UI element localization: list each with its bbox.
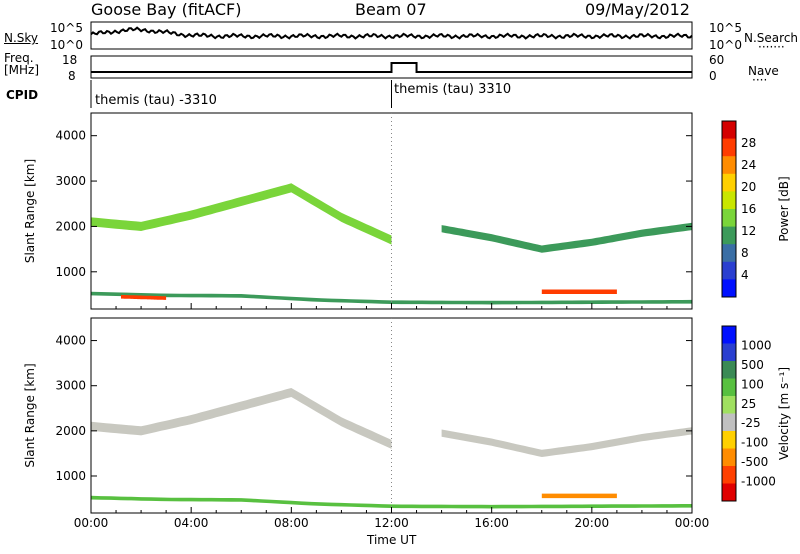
velocity-colorbar-frame: [721, 325, 737, 502]
date-label: 09/May/2012: [585, 0, 690, 19]
power-colorbar-label: 28: [741, 136, 756, 150]
power-colorbar-title: Power [dB]: [777, 176, 791, 241]
velocity-colorbar-label: 25: [741, 397, 756, 411]
power-ytick-label: 1000: [55, 265, 86, 279]
noise-left-tick-bottom: 10^0: [50, 38, 83, 52]
power-colorbar-swatch: [722, 173, 736, 192]
noise-trace: [90, 26, 693, 40]
power-frame: [90, 112, 693, 310]
freq-unit-label: [MHz]: [4, 63, 40, 77]
power-colorbar-label: 20: [741, 180, 756, 194]
velocity-colorbar-swatch: [722, 343, 736, 362]
power-colorbar-swatch: [722, 244, 736, 263]
power-colorbar-swatch: [722, 261, 736, 280]
station-title: Goose Bay (fitACF): [91, 0, 242, 19]
noise-right-tick-top: 10^5: [709, 21, 742, 35]
velocity-colorbar-swatch: [722, 466, 736, 484]
power-colorbar-swatch: [722, 121, 736, 140]
velocity-band-near-range: [91, 495, 692, 509]
velocity-ytick-label: 3000: [55, 379, 86, 393]
beam-label: Beam 07: [355, 0, 427, 19]
power-colorbar-label: 16: [741, 202, 756, 216]
velocity-colorbar-title: Velocity [m s⁻¹]: [777, 367, 791, 460]
velocity-colorbar-label: -100: [741, 436, 768, 450]
velocity-ytick-label: 4000: [55, 334, 86, 348]
velocity-band-main-echo: [91, 388, 392, 449]
power-band-strong-patch-2: [541, 289, 617, 294]
time-tick-label: 20:00: [575, 516, 610, 530]
nsearch-label: N.Search: [744, 31, 799, 45]
time-tick-label: 04:00: [174, 516, 209, 530]
time-tick-label: 12:00: [374, 516, 409, 530]
power-band-strong-patch-1: [121, 294, 167, 300]
freq-trace: [91, 62, 692, 73]
velocity-colorbar-label: -500: [741, 455, 768, 469]
nave-tick-bottom: 0: [709, 69, 717, 83]
power-ylabel: Slant Range [km]: [23, 159, 37, 263]
cpid-segment-1: themis (tau) -3310: [95, 93, 217, 108]
nave-label: Nave: [748, 64, 779, 78]
velocity-colorbar-swatch: [722, 413, 736, 432]
velocity-frame: [90, 317, 693, 514]
velocity-colorbar-label: 500: [741, 358, 764, 372]
time-tick-label: 08:00: [274, 516, 309, 530]
freq-panel-frame: [90, 55, 693, 79]
velocity-colorbar-swatch: [722, 326, 736, 344]
panel-power: 1000 2000 3000 4000 Slant Range [km] 28 24 20 16…: [23, 112, 791, 310]
nave-tick-top: 60: [709, 53, 725, 67]
velocity-colorbar-swatch: [722, 483, 736, 502]
velocity-band-orange-patch: [541, 493, 617, 499]
velocity-colorbar-swatch: [722, 396, 736, 414]
power-band-main-echo: [91, 183, 392, 245]
noise-left-tick-top: 10^5: [50, 21, 83, 35]
power-colorbar-label: 4: [741, 268, 749, 282]
nsearch-dots: ·······: [758, 40, 785, 54]
velocity-colorbar-swatch: [722, 431, 736, 449]
power-colorbar-label: 8: [741, 246, 749, 260]
velocity-ylabel: Slant Range [km]: [23, 363, 37, 467]
velocity-ytick-label: 1000: [55, 469, 86, 483]
noise-panel-frame: [90, 21, 693, 50]
velocity-colorbar-label: 100: [741, 377, 764, 391]
power-band-near-range: [91, 291, 692, 305]
velocity-colorbar-swatch: [722, 378, 736, 397]
power-colorbar-label: 12: [741, 224, 756, 238]
freq-tick-top: 18: [62, 53, 78, 67]
power-ytick-label: 2000: [55, 219, 86, 233]
nave-dots: ····: [752, 73, 768, 87]
velocity-band-evening-echo: [441, 427, 692, 457]
power-colorbar-swatch: [722, 191, 736, 210]
power-colorbar-frame: [721, 120, 737, 298]
freq-tick-bottom: 8: [68, 69, 76, 83]
power-band-evening-echo: [441, 222, 692, 253]
power-ytick-label: 3000: [55, 174, 86, 188]
power-colorbar-swatch: [722, 138, 736, 157]
velocity-colorbar-label: -25: [741, 416, 761, 430]
power-colorbar-swatch: [722, 226, 736, 245]
panel-velocity: 1000 2000 3000 4000 Slant Range [km] 1000 500 1…: [23, 317, 791, 514]
freq-label: Freq.: [4, 51, 34, 65]
nsky-label: N.Sky: [4, 31, 39, 45]
velocity-colorbar-label: -1000: [741, 475, 776, 489]
power-colorbar-label: 24: [741, 158, 756, 172]
time-axis-title: Time UT: [367, 533, 417, 547]
velocity-colorbar-label: 1000: [741, 338, 772, 352]
power-colorbar-swatch: [722, 156, 736, 175]
velocity-colorbar-swatch: [722, 361, 736, 379]
power-colorbar-swatch: [722, 209, 736, 228]
power-colorbar-swatch: [722, 279, 736, 298]
cpid-label: CPID: [6, 88, 39, 102]
time-tick-label: 16:00: [474, 516, 509, 530]
noise-right-tick-bottom: 10^0: [709, 38, 742, 52]
time-tick-label: 00:00: [74, 516, 109, 530]
power-ytick-label: 4000: [55, 129, 86, 143]
time-tick-label: 00:00: [675, 516, 710, 530]
cpid-segment-2: themis (tau) 3310: [394, 82, 512, 97]
velocity-ytick-label: 2000: [55, 424, 86, 438]
velocity-colorbar-swatch: [722, 448, 736, 467]
